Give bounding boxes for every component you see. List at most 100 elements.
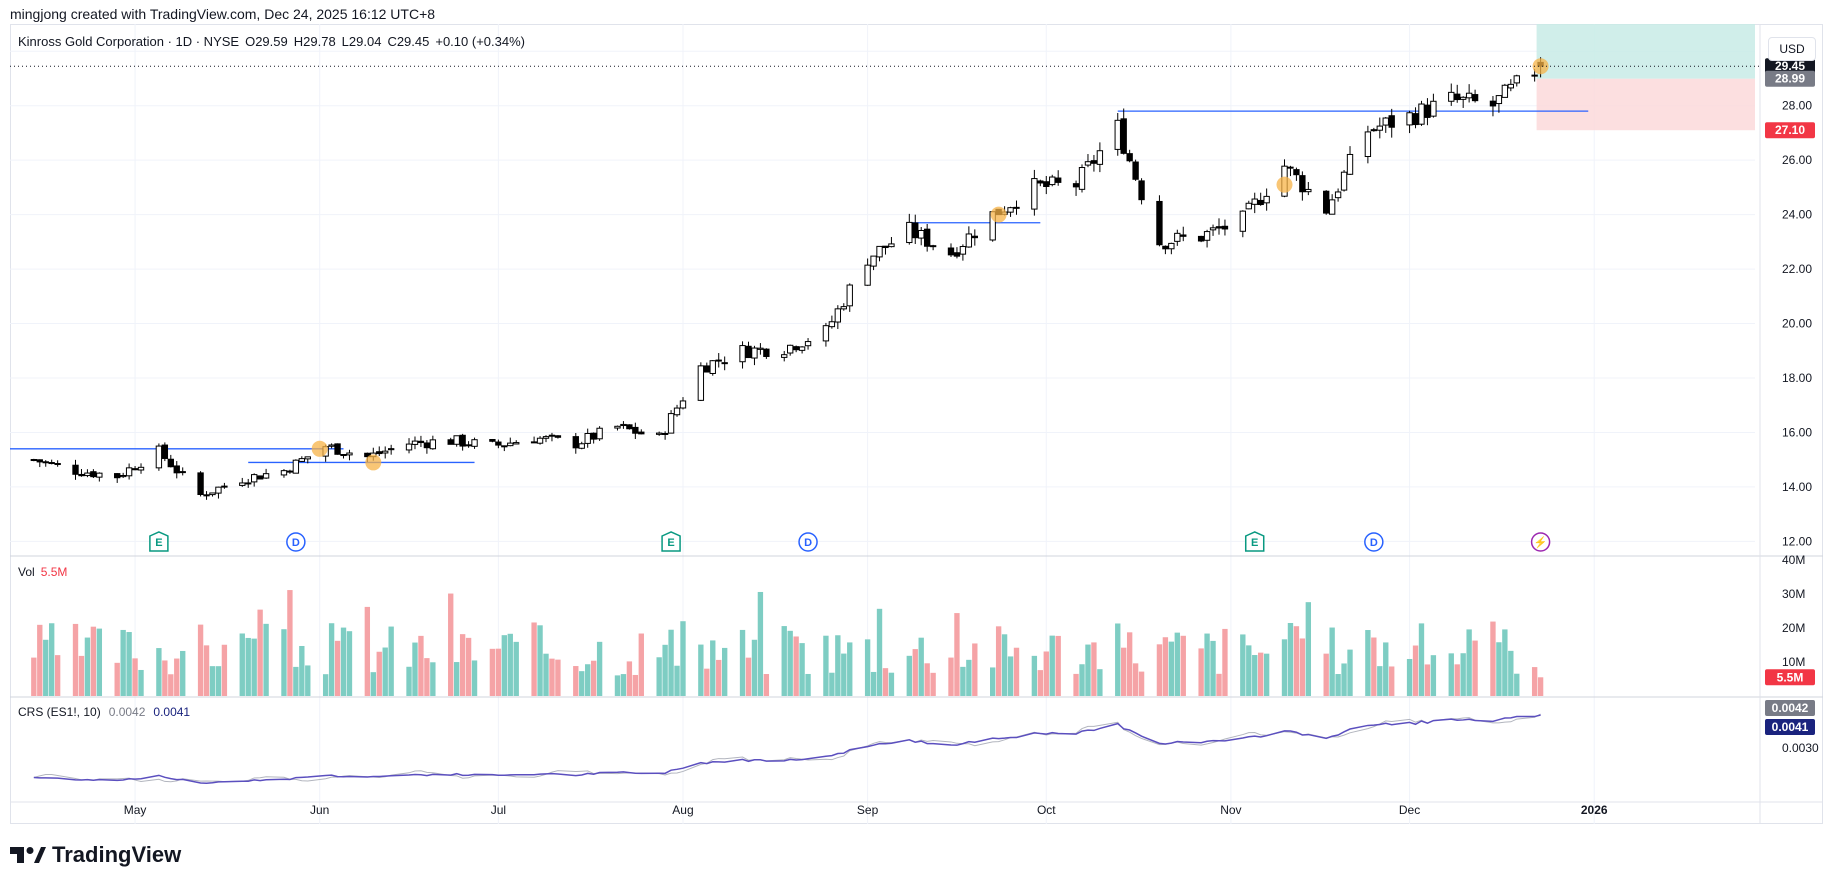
candle-up[interactable] xyxy=(215,486,222,494)
volume-bar[interactable] xyxy=(1085,644,1091,696)
candle-up[interactable] xyxy=(501,445,508,448)
candle-up[interactable] xyxy=(1305,188,1312,193)
candle-up[interactable] xyxy=(382,450,389,454)
volume-bar[interactable] xyxy=(54,655,61,696)
volume-bar[interactable] xyxy=(72,623,79,696)
volume-bar[interactable] xyxy=(1204,633,1210,696)
candle-down[interactable] xyxy=(1388,115,1395,128)
candle-up[interactable] xyxy=(655,432,663,435)
volume-bar[interactable] xyxy=(78,655,85,696)
volume-bar[interactable] xyxy=(1389,666,1395,696)
volume-bar[interactable] xyxy=(471,660,478,696)
volume-bar[interactable] xyxy=(1031,655,1038,696)
volume-bar[interactable] xyxy=(418,635,424,696)
candle-up[interactable] xyxy=(48,462,55,465)
volume-bar[interactable] xyxy=(1531,667,1538,696)
candle-down[interactable] xyxy=(1162,245,1169,250)
volume-bar[interactable] xyxy=(1258,652,1264,696)
candle-down[interactable] xyxy=(912,222,919,239)
volume-bar[interactable] xyxy=(1508,650,1514,696)
candle-down[interactable] xyxy=(548,434,556,437)
volume-bar[interactable] xyxy=(180,650,186,696)
volume-bar[interactable] xyxy=(579,671,585,696)
candle-down[interactable] xyxy=(1126,153,1133,162)
volume-bar[interactable] xyxy=(620,674,627,696)
highlight-marker[interactable] xyxy=(365,454,382,471)
volume-bar[interactable] xyxy=(954,613,960,696)
candle-up[interactable] xyxy=(906,221,913,244)
candle-down[interactable] xyxy=(1120,118,1127,154)
candle-up[interactable] xyxy=(1501,84,1509,98)
candle-up[interactable] xyxy=(1418,103,1425,125)
volume-bar[interactable] xyxy=(1246,645,1252,696)
tradingview-logo[interactable]: TradingView xyxy=(10,842,181,868)
volume-bar[interactable] xyxy=(1079,664,1085,696)
volume-bar[interactable] xyxy=(370,672,376,696)
candle-up[interactable] xyxy=(513,442,520,445)
candle-up[interactable] xyxy=(1007,207,1014,213)
candle-up[interactable] xyxy=(507,442,514,447)
candle-up[interactable] xyxy=(739,345,746,363)
volume-bar[interactable] xyxy=(590,660,597,696)
volume-bar[interactable] xyxy=(549,658,555,696)
candle-down[interactable] xyxy=(465,444,472,447)
volume-bar[interactable] xyxy=(168,674,174,696)
volume-bar[interactable] xyxy=(322,674,329,696)
candle-up[interactable] xyxy=(804,341,812,347)
volume-bar[interactable] xyxy=(174,658,180,696)
candle-up[interactable] xyxy=(328,444,335,447)
volume-legend[interactable]: Vol 5.5M xyxy=(18,565,67,579)
candle-up[interactable] xyxy=(179,471,186,474)
volume-bar[interactable] xyxy=(745,657,752,696)
candle-down[interactable] xyxy=(1531,74,1538,77)
candle-up[interactable] xyxy=(1382,117,1389,126)
volume-bar[interactable] xyxy=(1138,671,1145,696)
volume-bar[interactable] xyxy=(960,666,966,696)
volume-bar[interactable] xyxy=(543,653,549,696)
candle-up[interactable] xyxy=(536,437,544,444)
candle-up[interactable] xyxy=(304,456,311,460)
candle-up[interactable] xyxy=(840,306,847,310)
candle-down[interactable] xyxy=(286,470,294,473)
volume-bar[interactable] xyxy=(805,673,811,696)
candle-up[interactable] xyxy=(834,308,842,323)
target-zone[interactable] xyxy=(1536,24,1755,79)
volume-bar[interactable] xyxy=(1406,658,1413,696)
volume-bar[interactable] xyxy=(406,666,412,696)
candle-up[interactable] xyxy=(1346,153,1354,175)
candle-up[interactable] xyxy=(1430,100,1437,117)
candle-down[interactable] xyxy=(1037,180,1044,184)
candle-down[interactable] xyxy=(1299,175,1306,193)
volume-bar[interactable] xyxy=(793,636,799,696)
volume-bar[interactable] xyxy=(1448,653,1454,696)
highlight-marker[interactable] xyxy=(1532,58,1549,75)
volume-bar[interactable] xyxy=(1365,630,1371,696)
candle-up[interactable] xyxy=(298,458,306,462)
candle-up[interactable] xyxy=(1245,202,1252,210)
candle-up[interactable] xyxy=(965,233,973,248)
candle-down[interactable] xyxy=(1055,177,1062,183)
candle-up[interactable] xyxy=(1334,191,1342,199)
volume-bar[interactable] xyxy=(1329,627,1335,696)
candle-up[interactable] xyxy=(757,347,764,350)
volume-bar[interactable] xyxy=(209,666,216,696)
candle-down[interactable] xyxy=(1489,100,1497,107)
volume-bar[interactable] xyxy=(596,641,603,696)
volume-bar[interactable] xyxy=(1502,629,1508,696)
volume-bar[interactable] xyxy=(448,593,454,696)
volume-bar[interactable] xyxy=(507,633,513,696)
candle-down[interactable] xyxy=(114,473,121,479)
volume-bar[interactable] xyxy=(1037,670,1044,696)
volume-bar[interactable] xyxy=(721,647,728,696)
volume-bar[interactable] xyxy=(245,637,251,696)
candle-down[interactable] xyxy=(590,432,597,440)
volume-bar[interactable] xyxy=(1156,644,1163,696)
volume-bar[interactable] xyxy=(614,675,621,696)
candle-up[interactable] xyxy=(1507,83,1514,89)
candle-up[interactable] xyxy=(1078,167,1086,190)
volume-bar[interactable] xyxy=(459,634,466,696)
volume-bar[interactable] xyxy=(1472,640,1478,696)
candle-up[interactable] xyxy=(429,439,437,450)
volume-bar[interactable] xyxy=(215,666,222,696)
volume-bar[interactable] xyxy=(555,659,561,696)
